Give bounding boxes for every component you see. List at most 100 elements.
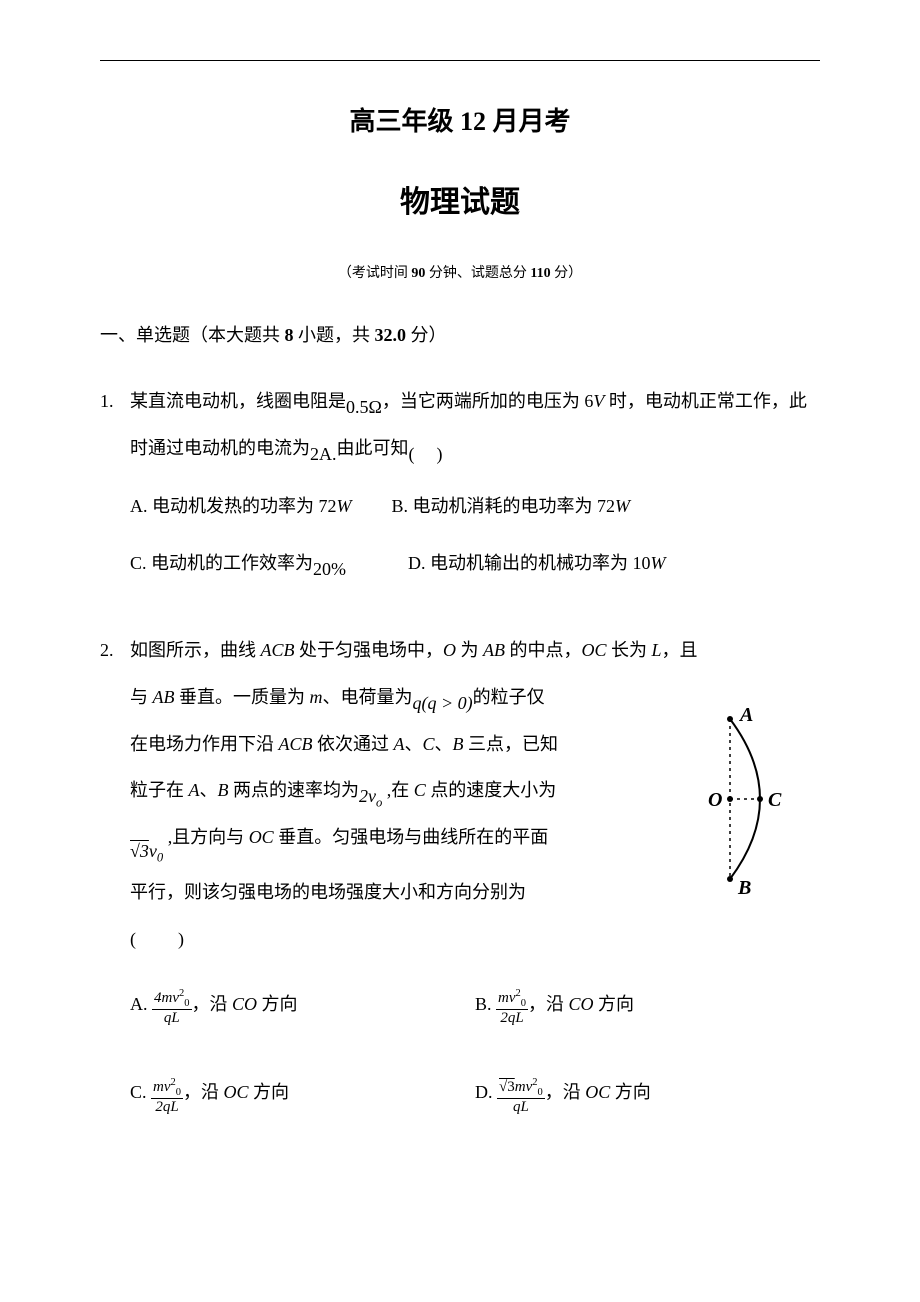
- q2a-frac: 4mv20 qL: [152, 988, 192, 1027]
- q1-option-a: A. 电动机发热的功率为 72W: [130, 483, 352, 530]
- sect-b: 8: [285, 325, 294, 345]
- q2c-dir: ，沿: [183, 1082, 224, 1102]
- q2-options: A. 4mv20 qL ，沿 CO 方向 B. mv20 2qL ，沿 CO 方…: [130, 981, 820, 1117]
- q2-a2: A: [189, 780, 200, 800]
- q2-o: O: [443, 640, 456, 660]
- q2b-dir2: 方向: [594, 994, 635, 1014]
- q2-c: C: [423, 734, 435, 754]
- q2-sf: ，且: [662, 640, 698, 660]
- q1-option-b: B. 电动机消耗的电功率为 72W: [392, 483, 631, 530]
- q2a-num: 4mv: [154, 990, 179, 1006]
- q1-c-text: 电动机的工作效率为: [147, 553, 314, 573]
- fig-label-a: A: [738, 704, 753, 726]
- q2-stem: 如图所示，曲线 ACB 处于匀强电场中，O 为 AB 的中点，OC 长为 L，且: [130, 627, 820, 674]
- fig-label-c: C: [768, 789, 782, 811]
- q2-m: m: [310, 687, 323, 707]
- q2-number: 2.: [100, 627, 130, 1158]
- q2d-sub: 0: [537, 1087, 542, 1098]
- exam-total: 110: [530, 266, 550, 281]
- q2-sc: 为: [456, 640, 483, 660]
- q1-number: 1.: [100, 378, 130, 597]
- q2-sqrt3v0: √3v0: [130, 841, 163, 861]
- q2-option-b: B. mv20 2qL ，沿 CO 方向: [475, 981, 820, 1028]
- q2-oc2: OC: [249, 827, 274, 847]
- q2-l: L: [652, 640, 662, 660]
- q1-c-label: C.: [130, 553, 147, 573]
- q2b-label: B.: [475, 994, 492, 1014]
- q2d-frac: √3mv20 qL: [497, 1077, 545, 1116]
- q2d-dir2: 方向: [610, 1082, 651, 1102]
- q2-st: 平行，则该匀强电场的电场强度大小和方向分别为: [130, 882, 526, 902]
- q2-c2: C: [414, 780, 426, 800]
- q2-acb2: ACB: [279, 734, 313, 754]
- q1-b-unit: W: [615, 496, 630, 516]
- exam-info-suffix: 分）: [551, 266, 583, 281]
- top-rule: [100, 60, 820, 61]
- q2-figure: A O C B: [690, 699, 810, 917]
- sect-c: 小题，共: [294, 325, 375, 345]
- question-1: 1. 某直流电动机，线圈电阻是0.5Ω，当它两端所加的电压为 6V 时，电动机正…: [100, 378, 820, 597]
- q2-option-a: A. 4mv20 qL ，沿 CO 方向: [130, 981, 475, 1028]
- q1-stem-a: 某直流电动机，线圈电阻是: [130, 391, 346, 411]
- q2-b2: B: [218, 780, 229, 800]
- q2-sa: 如图所示，曲线: [130, 640, 261, 660]
- q1-stem-b: ，当它两端所加的电压为 6: [382, 391, 594, 411]
- q2-se: 长为: [607, 640, 652, 660]
- q2-sn: 粒子在: [130, 780, 189, 800]
- q2b-sub: 0: [521, 998, 526, 1009]
- q2-blank: ( ): [130, 929, 186, 949]
- q2-sd: 的中点，: [505, 640, 582, 660]
- q2-comma: ,: [382, 780, 391, 800]
- q2c-num: mv: [153, 1079, 171, 1095]
- sect-a: 一、单选题（本大题共: [100, 325, 285, 345]
- q2-sb: 处于匀强电场中，: [295, 640, 444, 660]
- sect-d: 32.0: [375, 325, 407, 345]
- q2b-num: mv: [498, 990, 516, 1006]
- fig-label-b: B: [737, 877, 751, 899]
- q1-a-label: A.: [130, 496, 148, 516]
- q2-option-d: D. √3mv20 qL ，沿 OC 方向: [475, 1069, 820, 1116]
- exam-info-prefix: （考试时间: [338, 266, 412, 281]
- q2-ab2: AB: [153, 687, 175, 707]
- q2-sk: 在电场力作用下沿: [130, 734, 279, 754]
- q2-sp: 在: [391, 780, 414, 800]
- q2-acb: ACB: [261, 640, 295, 660]
- q1-c-val: 20%: [313, 559, 346, 579]
- q2-d2: 、: [435, 734, 453, 754]
- q1-r: 0.5Ω: [346, 397, 382, 417]
- q2-diagram-svg: A O C B: [690, 699, 810, 899]
- q2-sg: 与: [130, 687, 153, 707]
- q2c-label: C.: [130, 1082, 147, 1102]
- exam-info-mid: 分钟、试题总分: [425, 266, 530, 281]
- q2-si: 、电荷量为: [323, 687, 413, 707]
- q2b-dir: ，沿: [528, 994, 569, 1014]
- page-title: 高三年级 12 月月考: [100, 101, 820, 143]
- q2-content: 如图所示，曲线 ACB 处于匀强电场中，O 为 AB 的中点，OC 长为 L，且…: [130, 627, 820, 1158]
- q2-b: B: [453, 734, 464, 754]
- sect-e: 分）: [406, 325, 447, 345]
- q1-stem-d: 由此可知: [337, 438, 409, 458]
- page-subtitle: 物理试题: [100, 179, 820, 227]
- q1-d-label: D.: [408, 553, 426, 573]
- q2a-sub: 0: [184, 998, 189, 1009]
- fig-label-o: O: [708, 789, 722, 811]
- q2-2vo: 2vo: [359, 786, 382, 806]
- q1-content: 某直流电动机，线圈电阻是0.5Ω，当它两端所加的电压为 6V 时，电动机正常工作…: [130, 378, 820, 597]
- q1-b-text: 电动机消耗的电功率为 72: [408, 496, 615, 516]
- q1-i: 2A.: [310, 444, 337, 464]
- q2d-den: qL: [497, 1099, 545, 1116]
- q2d-sqrt: √3: [499, 1079, 515, 1095]
- q2c-sub: 0: [176, 1087, 181, 1098]
- q2b-co: CO: [569, 994, 594, 1014]
- q1-blank: ( ): [409, 444, 445, 464]
- q2-q: q(q > 0): [413, 693, 473, 713]
- q2-sr: ,且方向与: [163, 827, 249, 847]
- q2-wrapped-text: 与 AB 垂直。一质量为 m、电荷量为q(q > 0)的粒子仅 在电场力作用下沿…: [130, 674, 600, 861]
- q2d-num: mv: [515, 1079, 533, 1095]
- q2-option-c: C. mv20 2qL ，沿 OC 方向: [130, 1069, 475, 1116]
- q2-sqrt3: √3: [130, 841, 149, 861]
- q2-a: A: [394, 734, 405, 754]
- q2c-den: 2qL: [151, 1099, 183, 1116]
- q2-sq: 点的速度大小为: [426, 780, 557, 800]
- q2-ss: 垂直。匀强电场与曲线所在的平面: [274, 827, 549, 847]
